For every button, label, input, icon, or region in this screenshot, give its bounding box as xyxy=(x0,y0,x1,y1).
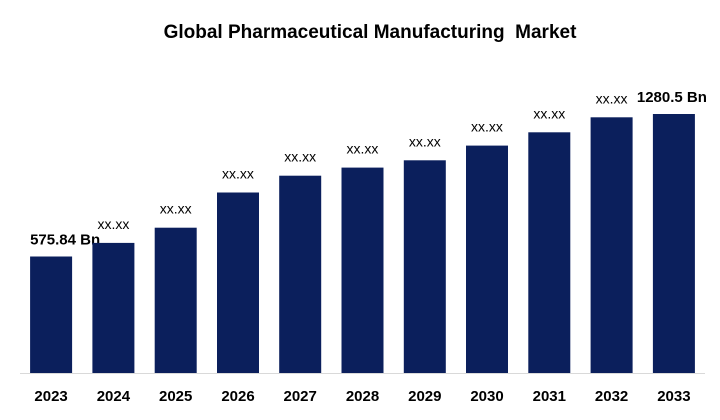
data-label-2025: xx.xx xyxy=(160,201,192,217)
x-tick-label-2029: 2029 xyxy=(408,388,441,405)
x-tick-label-2033: 2033 xyxy=(657,388,690,405)
bar-2026 xyxy=(217,192,259,373)
bar-2029 xyxy=(403,160,446,373)
x-tick-label-2024: 2024 xyxy=(97,388,131,405)
data-label-2029: xx.xx xyxy=(409,133,441,149)
data-label-2026: xx.xx xyxy=(222,166,254,182)
x-tick-label-2031: 2031 xyxy=(533,388,566,405)
bar-2024 xyxy=(92,242,135,373)
x-tick-label-2028: 2028 xyxy=(346,388,379,405)
x-tick-label-2032: 2032 xyxy=(595,388,628,405)
bar-2032 xyxy=(590,117,633,373)
data-label-2033: 1280.5 Bn xyxy=(637,89,707,106)
bar-2027 xyxy=(279,175,322,373)
x-tick-label-2025: 2025 xyxy=(159,388,192,405)
data-label-2031: xx.xx xyxy=(533,105,565,121)
data-label-2030: xx.xx xyxy=(471,119,503,135)
bar-2030 xyxy=(466,145,508,373)
bar-2025 xyxy=(154,227,197,373)
x-tick-label-2030: 2030 xyxy=(470,388,503,405)
data-label-2024: xx.xx xyxy=(97,216,129,232)
x-tick-label-2027: 2027 xyxy=(284,388,317,405)
x-tick-label-2023: 2023 xyxy=(34,388,67,405)
data-label-2028: xx.xx xyxy=(347,141,379,157)
data-label-2023: 575.84 Bn xyxy=(30,232,100,249)
bar-2031 xyxy=(528,132,571,373)
bar-2033 xyxy=(652,114,695,373)
bar-2028 xyxy=(341,167,384,373)
data-label-2032: xx.xx xyxy=(596,90,628,106)
chart-title: Global Pharmaceutical Manufacturing Mark… xyxy=(163,22,577,43)
x-tick-label-2026: 2026 xyxy=(221,388,254,405)
data-label-2027: xx.xx xyxy=(284,149,316,165)
bar-2023 xyxy=(30,256,73,373)
